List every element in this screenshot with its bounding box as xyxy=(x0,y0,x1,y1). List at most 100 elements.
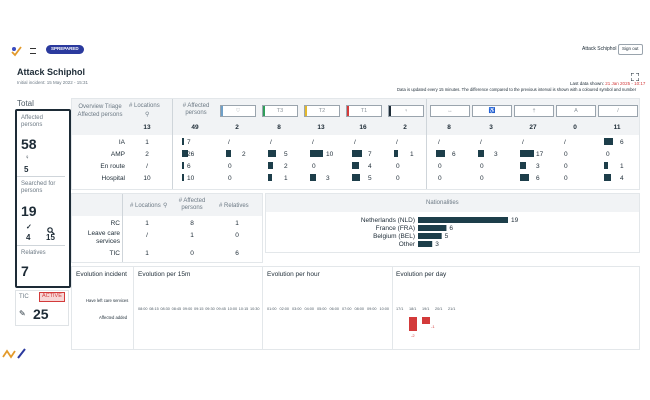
tic-panel: TIC ACTIVE ✎ 25 xyxy=(15,290,69,326)
evolution-incident-title: Evolution incident xyxy=(76,271,127,278)
search-icon xyxy=(47,222,55,240)
evolution-tick: 07:00 xyxy=(342,307,352,311)
nationality-value: 3 xyxy=(435,241,439,248)
tic-value: 25 xyxy=(33,306,49,322)
signout-button[interactable]: Sign out xyxy=(618,44,643,55)
incident-link[interactable]: Attack Schiphol xyxy=(582,46,617,52)
day-bar-value: -1 xyxy=(431,324,435,329)
extra-bar xyxy=(520,150,534,157)
triage-cat-label: T1 xyxy=(360,108,368,114)
tic-icon: ✎ xyxy=(19,309,26,318)
triage-row-affected: 10 xyxy=(187,175,195,182)
nationalities-chart: Netherlands (NLD) 19 France (FRA) 6 Belgium … xyxy=(361,217,519,248)
triage-row-locations: / xyxy=(146,163,148,170)
evolution-day-title: Evolution per day xyxy=(396,271,447,278)
triage-row-bar xyxy=(182,138,184,145)
rc-row-locations: 1 xyxy=(145,220,149,227)
rc-row-name: TIC xyxy=(109,250,120,257)
app-badge[interactable]: SPREPARED xyxy=(46,45,84,54)
evolution-tick: 10:00 xyxy=(227,307,238,311)
rc-affected-label: # Affected persons xyxy=(178,198,206,212)
wheelchair-icon: ♿ xyxy=(488,108,496,114)
last-data-label: Last data shown: xyxy=(570,81,605,86)
triage-cat-header-4: ♀ xyxy=(388,105,424,117)
evolution-panel: Evolution incident Have left care servic… xyxy=(71,266,640,350)
nationality-label: Other xyxy=(399,241,416,248)
extra-total: 8 xyxy=(447,124,451,131)
evolution-tick: 09:00 xyxy=(182,307,193,311)
standing-person-icon: † xyxy=(532,108,536,114)
triage-row-name: Hospital xyxy=(101,175,125,182)
triage-cat-value: / xyxy=(270,139,272,146)
triage-row-affected: 7 xyxy=(187,139,191,146)
evolution-tick: 08:00 xyxy=(138,307,148,311)
day-bar-value: -2 xyxy=(411,333,415,338)
triage-cat-value: 3 xyxy=(326,175,330,182)
triage-cat-value: 2 xyxy=(284,163,288,170)
evolution-tick: 19/1 xyxy=(422,307,430,311)
location-pin-icon: ⚲ xyxy=(163,203,168,209)
triage-cat-header-0: ♡ xyxy=(220,105,256,117)
triage-total-cat: 16 xyxy=(359,124,367,131)
extra-value: 3 xyxy=(536,163,540,170)
extra-value: 17 xyxy=(536,151,544,158)
triage-cat-value: 7 xyxy=(368,151,372,158)
extra-header-3: A xyxy=(556,105,596,117)
triage-cat-header-3: T1 xyxy=(346,105,382,117)
triage-total-affected: 49 xyxy=(191,124,199,131)
extra-value: 1 xyxy=(620,163,624,170)
triage-cat-value: 1 xyxy=(284,175,288,182)
extra-value: 0 xyxy=(564,151,568,158)
rc-locations-label: # Locations xyxy=(130,203,161,209)
total-label: Total xyxy=(17,99,34,108)
triage-cat-value: 5 xyxy=(368,175,372,182)
extra-value: / xyxy=(438,139,440,146)
triage-cat-value: 2 xyxy=(242,151,246,158)
evolution-tick: 10:15 xyxy=(238,307,249,311)
triage-header-label: Overview Triage Affected persons xyxy=(77,104,123,118)
extra-value: 0 xyxy=(564,175,568,182)
triage-total-cat: 2 xyxy=(403,124,407,131)
triage-cat-value: 0 xyxy=(396,175,400,182)
evolution-row-affected-added: Affected added xyxy=(99,315,128,320)
location-pin-icon: ⚲ xyxy=(145,112,150,118)
bulb-icon: ♀ xyxy=(403,108,409,114)
searching-value: 15 xyxy=(46,233,55,242)
extra-total: 0 xyxy=(573,124,577,131)
evolution-tick: 09:15 xyxy=(194,307,204,311)
evolution-tick: 09:30 xyxy=(205,307,215,311)
triage-affected-label: # Affected persons xyxy=(182,103,210,117)
triage-cat-bar xyxy=(394,150,398,157)
triage-row-bar xyxy=(182,174,184,181)
triage-row-bar xyxy=(182,150,188,157)
extra-value: 0 xyxy=(564,163,568,170)
menu-icon[interactable] xyxy=(30,48,36,54)
triage-row-affected: 6 xyxy=(187,163,191,170)
extra-bar xyxy=(604,138,613,145)
evolution-tick: 02:00 xyxy=(279,307,290,311)
app-logo[interactable] xyxy=(10,44,22,57)
triage-cat-bar xyxy=(226,150,231,157)
triage-locations-label: # Locations xyxy=(129,103,160,109)
evolution-tick: 03:00 xyxy=(292,307,302,311)
extra-bar xyxy=(478,150,484,157)
triage-cat-bar xyxy=(268,162,273,169)
fullscreen-icon[interactable] xyxy=(630,68,640,82)
triage-row-locations: 1 xyxy=(145,139,149,146)
searched-persons-label: Searched for persons xyxy=(21,181,56,195)
rc-row-name: Leave care services xyxy=(87,230,120,245)
found-value: 4 xyxy=(26,233,31,242)
triage-row-name: IA xyxy=(118,139,125,146)
nationality-value: 6 xyxy=(449,225,453,232)
nationality-value: 5 xyxy=(445,233,449,240)
evolution-tick: 08:00 xyxy=(354,307,365,311)
evolution-row-left-care: Have left care services xyxy=(86,298,129,303)
evolution-tick: 08:45 xyxy=(171,307,182,311)
triage-cat-label: T3 xyxy=(276,108,284,114)
searched-persons-value: 19 xyxy=(21,203,37,219)
triage-cat-value: / xyxy=(354,139,356,146)
triage-row-name: AMP xyxy=(110,151,125,158)
evolution-tick: 20/1 xyxy=(435,307,443,311)
triage-cat-header-1: T3 xyxy=(262,105,298,117)
extra-bar xyxy=(604,162,608,169)
